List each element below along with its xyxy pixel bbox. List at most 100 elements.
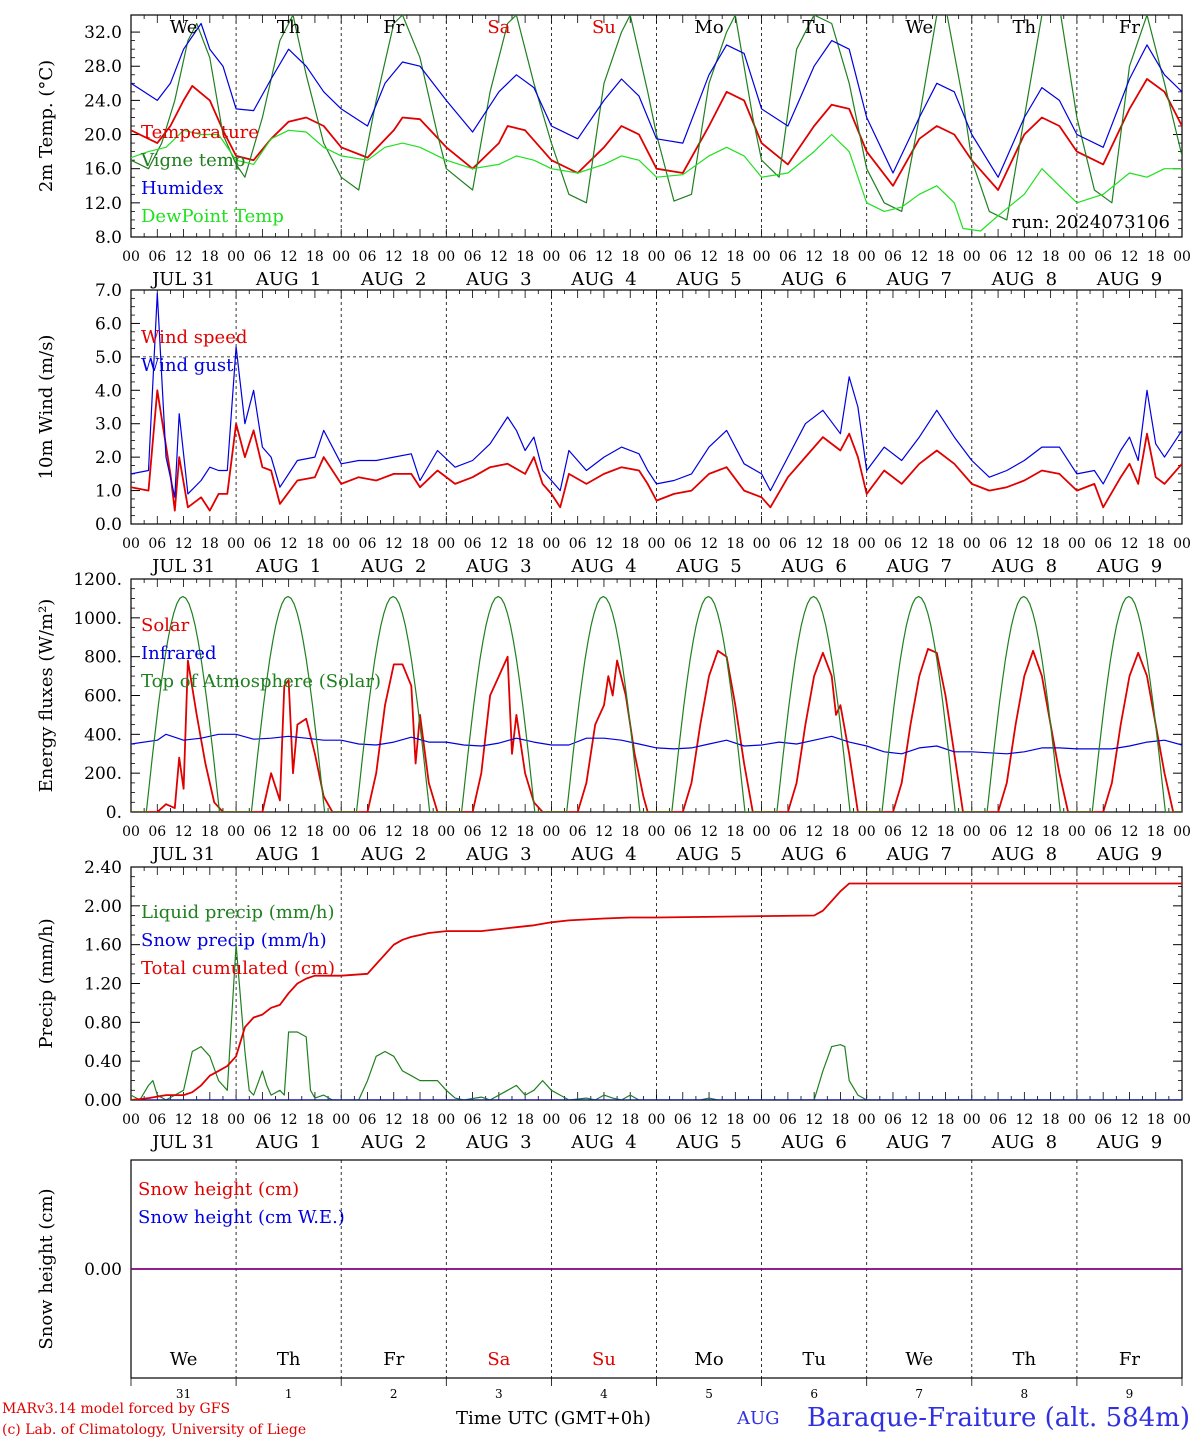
hour-tick-label: 00 xyxy=(122,824,140,840)
hour-tick-label: 18 xyxy=(1147,249,1165,265)
date-label: AUG 4 xyxy=(570,844,636,865)
y-axis-label: 10m Wind (m/s) xyxy=(36,335,57,480)
weekday-label: We xyxy=(905,1349,933,1370)
y-tick-label: 32.0 xyxy=(84,23,122,43)
hour-tick-label: 06 xyxy=(148,1112,166,1128)
hour-tick-label: 00 xyxy=(227,249,245,265)
hour-tick-label: 00 xyxy=(753,536,771,552)
date-label: AUG 8 xyxy=(991,556,1057,577)
hour-tick-label: 06 xyxy=(569,536,587,552)
day-number-label: 3 xyxy=(495,1387,503,1401)
date-label: JUL 31 xyxy=(150,1132,215,1153)
y-axis-label: Energy fluxes (W/m²) xyxy=(36,599,57,793)
y-tick-label: 20.0 xyxy=(84,126,122,146)
hour-tick-label: 12 xyxy=(385,824,403,840)
hour-tick-label: 06 xyxy=(464,249,482,265)
date-label: AUG 1 xyxy=(255,844,321,865)
date-label: AUG 6 xyxy=(780,1132,846,1153)
y-tick-label: 2.40 xyxy=(84,858,122,878)
series-line-wind-gust xyxy=(131,292,1182,498)
hour-tick-label: 00 xyxy=(648,1112,666,1128)
hour-tick-label: 12 xyxy=(910,824,928,840)
hour-tick-label: 12 xyxy=(1015,824,1033,840)
date-label: AUG 3 xyxy=(465,1132,531,1153)
legend-entry: Solar xyxy=(141,615,190,636)
hour-tick-label: 12 xyxy=(700,249,718,265)
weekday-label: Sa xyxy=(487,17,510,38)
weekday-label: Mo xyxy=(694,17,723,38)
hour-tick-label: 06 xyxy=(989,824,1007,840)
hour-tick-label: 18 xyxy=(726,1112,744,1128)
date-label: AUG 2 xyxy=(360,844,426,865)
hour-tick-label: 12 xyxy=(175,1112,193,1128)
hour-tick-label: 00 xyxy=(332,536,350,552)
y-tick-label: 1.0 xyxy=(95,482,122,502)
hour-tick-label: 18 xyxy=(1147,536,1165,552)
hour-tick-label: 12 xyxy=(1015,1112,1033,1128)
hour-tick-label: 00 xyxy=(648,536,666,552)
hour-tick-label: 00 xyxy=(963,536,981,552)
month-overlay: AUG xyxy=(736,1408,780,1429)
hour-tick-label: 12 xyxy=(595,1112,613,1128)
date-label: AUG 2 xyxy=(360,1132,426,1153)
date-label: AUG 1 xyxy=(255,1132,321,1153)
x-axis-title: Time UTC (GMT+0h) xyxy=(456,1408,651,1429)
day-number-label: 2 xyxy=(390,1387,398,1401)
y-tick-label: 8.0 xyxy=(95,228,122,248)
date-label: AUG 5 xyxy=(675,269,741,290)
date-label: AUG 3 xyxy=(465,269,531,290)
hour-tick-label: 12 xyxy=(280,824,298,840)
legend-entry: Snow height (cm) xyxy=(138,1179,299,1200)
hour-tick-label: 06 xyxy=(674,824,692,840)
hour-tick-label: 00 xyxy=(332,1112,350,1128)
hour-tick-label: 18 xyxy=(201,824,219,840)
hour-tick-label: 18 xyxy=(411,536,429,552)
day-number-label: 9 xyxy=(1126,1387,1134,1401)
date-label: AUG 9 xyxy=(1096,844,1162,865)
y-tick-label: 0.80 xyxy=(84,1013,122,1033)
hour-tick-label: 06 xyxy=(884,536,902,552)
hour-tick-label: 00 xyxy=(332,824,350,840)
panel-2: 0.0 1.0 2.0 3.0 4.0 5.0 6.0 7.0 10m Wind (m/s) Wi… xyxy=(36,281,1191,577)
date-label: AUG 6 xyxy=(780,269,846,290)
y-tick-label: 1.20 xyxy=(84,975,122,995)
series-line-humidex xyxy=(131,22,1182,178)
day-number-label: 4 xyxy=(600,1387,608,1401)
legend-entry: Liquid precip (mm/h) xyxy=(141,902,335,923)
day-number-label: 7 xyxy=(915,1387,923,1401)
hour-tick-label: 12 xyxy=(1121,536,1139,552)
hour-tick-label: 06 xyxy=(779,1112,797,1128)
date-label: AUG 6 xyxy=(780,556,846,577)
hour-tick-label: 06 xyxy=(359,536,377,552)
y-tick-label: 600. xyxy=(84,687,122,707)
date-label: AUG 5 xyxy=(675,556,741,577)
hour-tick-label: 06 xyxy=(148,249,166,265)
hour-tick-label: 12 xyxy=(490,536,508,552)
y-tick-label: 12.0 xyxy=(84,194,122,214)
legend-entry: Snow height (cm W.E.) xyxy=(138,1207,345,1228)
date-label: AUG 9 xyxy=(1096,556,1162,577)
y-tick-label: 1000. xyxy=(73,609,122,629)
hour-tick-label: 06 xyxy=(674,1112,692,1128)
hour-tick-label: 00 xyxy=(542,1112,560,1128)
hour-tick-label: 06 xyxy=(989,249,1007,265)
hour-tick-label: 18 xyxy=(726,824,744,840)
hour-tick-label: 18 xyxy=(306,536,324,552)
y-axis-label: Precip (mm/h) xyxy=(36,918,57,1048)
hour-tick-label: 00 xyxy=(227,536,245,552)
hour-tick-label: 06 xyxy=(989,536,1007,552)
hour-tick-label: 00 xyxy=(1173,249,1191,265)
hour-tick-label: 12 xyxy=(700,824,718,840)
weekday-label: Fr xyxy=(1119,1349,1140,1370)
hour-tick-label: 00 xyxy=(858,824,876,840)
date-label: AUG 7 xyxy=(886,556,952,577)
hour-tick-label: 00 xyxy=(858,249,876,265)
date-label: AUG 1 xyxy=(255,269,321,290)
hour-tick-label: 12 xyxy=(385,1112,403,1128)
hour-tick-label: 06 xyxy=(674,249,692,265)
y-tick-label: 28.0 xyxy=(84,57,122,77)
hour-tick-label: 12 xyxy=(1015,249,1033,265)
date-label: AUG 5 xyxy=(675,844,741,865)
legend-entry: Temperature xyxy=(141,122,259,143)
